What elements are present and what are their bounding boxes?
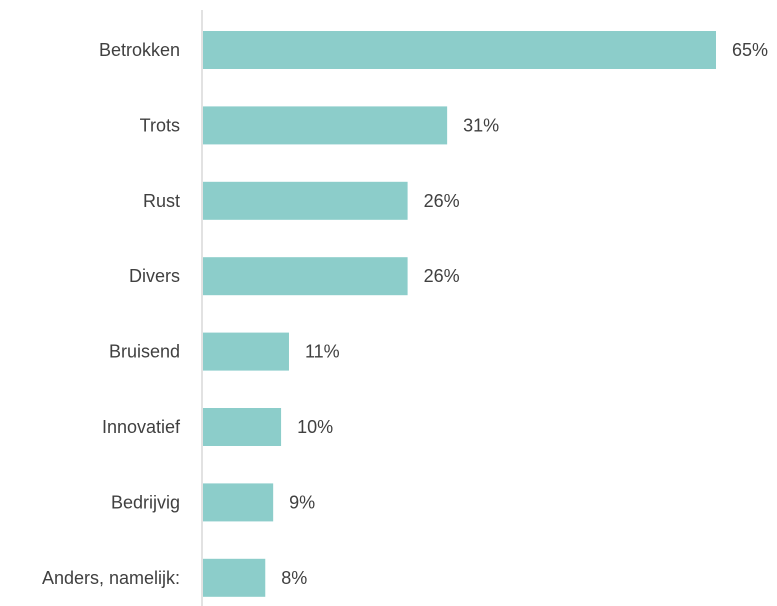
bar-0	[203, 31, 716, 69]
data-label-3: 26%	[424, 266, 460, 286]
category-label-6: Bedrijvig	[111, 492, 180, 512]
bar-5	[203, 408, 282, 446]
category-label-1: Trots	[140, 115, 180, 135]
bar-6	[203, 483, 274, 522]
data-label-0: 65%	[732, 40, 768, 60]
data-label-5: 10%	[297, 417, 333, 437]
bar-2	[203, 181, 408, 220]
category-label-2: Rust	[143, 191, 180, 211]
bar-4	[203, 332, 289, 371]
data-label-6: 9%	[289, 492, 315, 512]
data-label-7: 8%	[281, 568, 307, 588]
category-label-3: Divers	[129, 266, 180, 286]
data-label-1: 31%	[463, 115, 499, 135]
category-label-4: Bruisend	[109, 342, 180, 362]
bar-1	[203, 106, 448, 145]
data-label-4: 11%	[305, 342, 340, 362]
category-label-0: Betrokken	[99, 40, 180, 60]
bar-3	[203, 257, 408, 296]
category-label-7: Anders, namelijk:	[42, 568, 180, 588]
bar-7	[203, 558, 266, 597]
data-label-2: 26%	[424, 191, 460, 211]
category-label-5: Innovatief	[102, 417, 181, 437]
